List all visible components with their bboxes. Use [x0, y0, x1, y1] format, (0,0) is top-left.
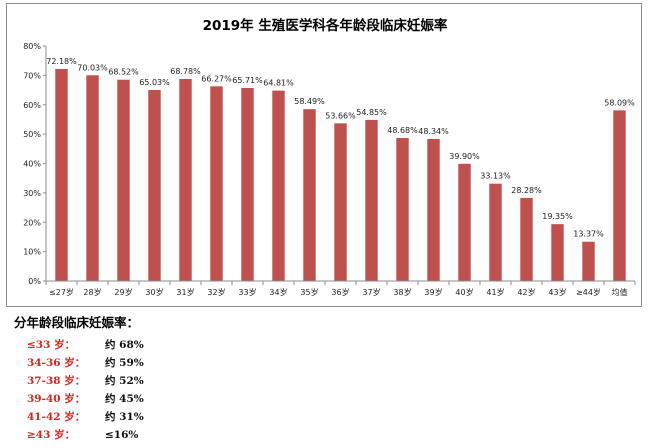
chart-title: 2019年 生殖医学科各年龄段临床妊娠率: [203, 17, 448, 34]
data-label: 53.66%: [325, 111, 356, 120]
bar: [613, 110, 626, 281]
x-tick-label: 40岁: [455, 287, 473, 297]
y-tick-label: 0%: [28, 277, 41, 286]
y-tick-label: 20%: [23, 218, 41, 227]
bar: [365, 119, 378, 281]
data-label: 28.28%: [511, 186, 542, 195]
bar: [148, 89, 161, 282]
bar: [520, 197, 533, 281]
x-tick-label: 39岁: [424, 287, 442, 297]
summary-row: 34-36 岁： 约 59%: [14, 354, 414, 372]
bar: [86, 75, 99, 282]
y-tick-label: 10%: [23, 248, 41, 257]
summary-list: ≤33 岁： 约 68% 34-36 岁： 约 59% 37-38 岁： 约 52% 39-…: [14, 336, 414, 444]
data-label: 72.18%: [46, 57, 77, 66]
data-label: 19.35%: [542, 212, 573, 221]
summary-row-label: 37-38 岁：: [27, 375, 86, 387]
summary-row-value: 约 52%: [105, 375, 144, 387]
data-label: 13.37%: [573, 230, 604, 239]
summary-row-value: 约 31%: [105, 411, 144, 423]
x-tick-label: 均值: [612, 287, 628, 297]
data-label: 70.03%: [77, 63, 108, 72]
x-tick-label: 43岁: [548, 287, 566, 297]
summary-row-value: 约 45%: [105, 393, 144, 405]
bar: [179, 78, 192, 282]
data-label: 68.78%: [170, 67, 201, 76]
data-label: 33.13%: [480, 172, 511, 181]
summary-row-value: ≤16%: [105, 429, 139, 441]
x-tick-label: 35岁: [300, 287, 318, 297]
summary-row: 39-40 岁： 约 45%: [14, 390, 414, 408]
x-tick-label: 29岁: [114, 287, 132, 297]
x-tick-label: ≤27岁: [49, 287, 74, 297]
data-label: 65.71%: [232, 76, 263, 85]
x-tick-label: 37岁: [362, 287, 380, 297]
bar: [272, 90, 285, 281]
bar-chart: 2019年 生殖医学科各年龄段临床妊娠率 72.18%70.03% 68.52%6…: [23, 17, 636, 297]
x-tick-label: ≥44岁: [576, 287, 601, 297]
data-label: 54.85%: [356, 108, 387, 117]
bar: [334, 123, 347, 281]
bar: [117, 79, 130, 281]
bar: [55, 68, 68, 281]
x-tick-label: 34岁: [269, 287, 287, 297]
y-tick-label: 30%: [23, 189, 41, 198]
bar: [241, 87, 254, 282]
summary-row: 37-38 岁： 约 52%: [14, 372, 414, 390]
data-label: 58.09%: [604, 98, 635, 107]
bar: [551, 224, 564, 281]
chart-frame: 2019年 生殖医学科各年龄段临床妊娠率 72.18% 70.03% 68.52% 6…: [6, 3, 642, 307]
y-tick-label: 60%: [23, 101, 41, 110]
summary-row-label: 39-40 岁：: [27, 393, 86, 405]
data-label: 39.90%: [449, 152, 480, 161]
summary-row-label: 34-36 岁：: [27, 357, 86, 369]
bar: [427, 139, 440, 281]
bar: [582, 241, 595, 281]
x-tick-label: 38岁: [393, 287, 411, 297]
summary-row-label: ≥43 岁：: [27, 429, 76, 441]
summary-row-label: ≤33 岁：: [27, 339, 76, 351]
data-label: 48.34%: [418, 127, 449, 136]
y-tick-label: 80%: [23, 42, 41, 51]
bar: [303, 109, 316, 281]
bar: [210, 86, 223, 281]
data-label: 68.52%: [108, 68, 139, 77]
x-tick-label: 42岁: [517, 287, 535, 297]
bar: [396, 138, 409, 281]
bar: [489, 183, 502, 281]
summary-row: ≥43 岁： ≤16%: [14, 426, 414, 444]
x-tick-label: 31岁: [176, 287, 194, 297]
x-tick-label: 36岁: [331, 287, 349, 297]
x-tick-label: 28岁: [83, 287, 101, 297]
data-label: 64.81%: [263, 79, 294, 88]
x-tick-label: 33岁: [238, 287, 256, 297]
x-tick-label: 30岁: [145, 287, 163, 297]
y-tick-label: 70%: [23, 71, 41, 80]
data-label: 65.03%: [139, 78, 170, 87]
x-tick-label: 32岁: [207, 287, 225, 297]
data-label: 58.49%: [294, 97, 325, 106]
summary-row: 41-42 岁： 约 31%: [14, 408, 414, 426]
x-tick-label: 41岁: [486, 287, 504, 297]
summary-row-label: 41-42 岁：: [27, 411, 86, 423]
data-label: 66.27%: [201, 74, 232, 83]
summary-row-value: 约 68%: [105, 339, 144, 351]
y-tick-label: 50%: [23, 130, 41, 139]
bar: [458, 163, 471, 281]
y-tick-label: 40%: [23, 160, 41, 169]
summary-row: ≤33 岁： 约 68%: [14, 336, 414, 354]
data-label: 48.68%: [387, 126, 418, 135]
summary-row-value: 约 59%: [105, 357, 144, 369]
summary-section: 分年龄段临床妊娠率： ≤33 岁： 约 68% 34-36 岁： 约 59% 37-38…: [14, 312, 414, 444]
summary-title: 分年龄段临床妊娠率：: [14, 315, 140, 330]
